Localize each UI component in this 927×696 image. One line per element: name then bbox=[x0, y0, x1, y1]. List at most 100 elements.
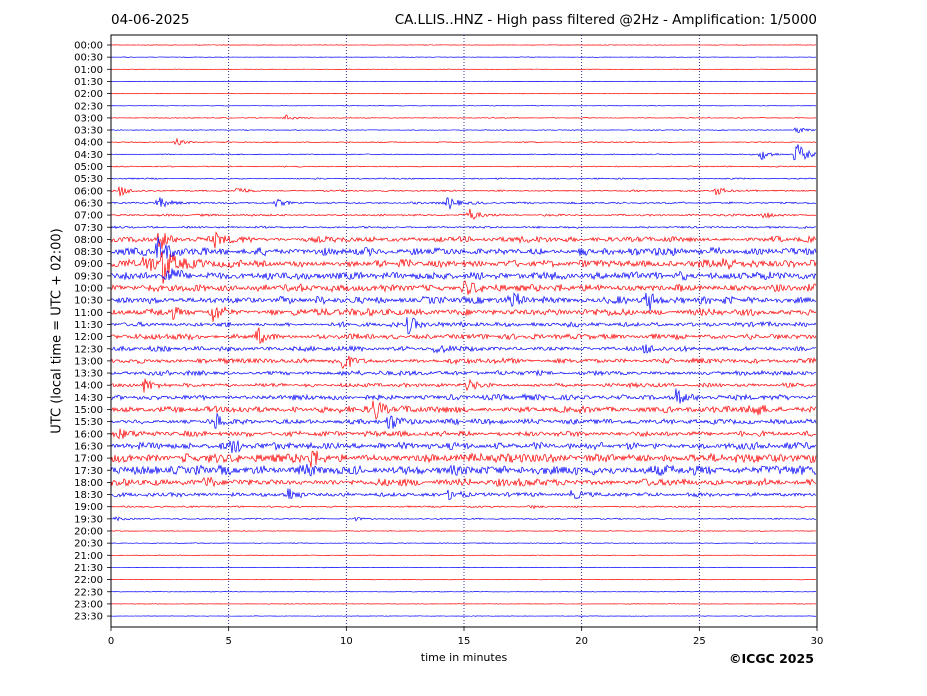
trace-0300 bbox=[111, 114, 817, 120]
y-tick-label: 08:30 bbox=[74, 247, 103, 258]
y-tick-label: 12:30 bbox=[74, 344, 103, 355]
y-tick-label: 22:30 bbox=[74, 587, 103, 598]
trace-0100 bbox=[111, 68, 817, 70]
trace-0530 bbox=[111, 177, 817, 180]
trace-0600 bbox=[111, 186, 817, 197]
x-tick-label: 10 bbox=[340, 636, 353, 647]
x-tick-label: 15 bbox=[458, 636, 471, 647]
y-tick-label: 10:30 bbox=[74, 296, 103, 307]
trace-1630 bbox=[111, 440, 817, 454]
y-tick-label: 02:30 bbox=[74, 101, 103, 112]
plot-frame bbox=[110, 34, 818, 628]
trace-0700 bbox=[111, 208, 817, 220]
trace-2330 bbox=[111, 615, 817, 617]
y-tick-label: 19:30 bbox=[74, 514, 103, 525]
y-tick-label: 00:00 bbox=[74, 41, 103, 52]
trace-2300 bbox=[111, 603, 817, 605]
trace-1230 bbox=[111, 344, 817, 354]
y-tick-label: 01:30 bbox=[74, 77, 103, 88]
x-axis-ticks: 0 5 10 15 20 25 30 bbox=[108, 627, 824, 647]
y-tick-label: 10:00 bbox=[74, 284, 103, 295]
y-tick-label: 05:00 bbox=[74, 162, 103, 173]
y-tick-label: 01:00 bbox=[74, 65, 103, 76]
y-tick-label: 03:00 bbox=[74, 113, 103, 124]
x-tick-label: 20 bbox=[575, 636, 588, 647]
y-tick-label: 16:00 bbox=[74, 429, 103, 440]
y-tick-label: 02:00 bbox=[74, 89, 103, 100]
y-tick-label: 14:00 bbox=[74, 381, 103, 392]
trace-1800 bbox=[111, 476, 817, 488]
y-tick-label: 09:30 bbox=[74, 271, 103, 282]
trace-0400 bbox=[111, 137, 817, 146]
seismogram-traces bbox=[111, 44, 817, 617]
trace-1030 bbox=[111, 292, 817, 312]
trace-0430 bbox=[111, 144, 817, 161]
y-tick-label: 13:30 bbox=[74, 369, 103, 380]
y-tick-label: 17:30 bbox=[74, 466, 103, 477]
y-tick-label: 03:30 bbox=[74, 126, 103, 137]
trace-1300 bbox=[111, 355, 817, 370]
trace-0630 bbox=[111, 197, 817, 211]
trace-1130 bbox=[111, 317, 817, 335]
y-tick-label: 19:00 bbox=[74, 502, 103, 513]
y-tick-label: 21:30 bbox=[74, 563, 103, 574]
x-tick-label: 30 bbox=[811, 636, 824, 647]
y-tick-label: 15:30 bbox=[74, 417, 103, 428]
trace-1330 bbox=[111, 369, 817, 377]
trace-0730 bbox=[111, 225, 817, 229]
trace-1200 bbox=[111, 327, 817, 345]
y-tick-label: 20:30 bbox=[74, 539, 103, 550]
y-tick-label: 20:00 bbox=[74, 527, 103, 538]
trace-0000 bbox=[111, 44, 817, 46]
trace-0130 bbox=[111, 80, 817, 83]
y-tick-label: 07:30 bbox=[74, 223, 103, 234]
y-tick-label: 18:30 bbox=[74, 490, 103, 501]
y-tick-label: 23:00 bbox=[74, 599, 103, 610]
y-tick-label: 22:00 bbox=[74, 575, 103, 586]
date-label: 04-06-2025 bbox=[111, 12, 190, 28]
y-tick-label: 16:30 bbox=[74, 441, 103, 452]
trace-1100 bbox=[111, 305, 817, 322]
trace-2200 bbox=[111, 578, 817, 581]
trace-1700 bbox=[111, 450, 817, 468]
trace-1930 bbox=[111, 516, 817, 522]
y-tick-label: 04:30 bbox=[74, 150, 103, 161]
trace-0200 bbox=[111, 92, 817, 95]
y-tick-label: 13:00 bbox=[74, 356, 103, 367]
trace-2230 bbox=[111, 591, 817, 593]
y-tick-label: 08:00 bbox=[74, 235, 103, 246]
trace-1000 bbox=[111, 280, 817, 295]
trace-1430 bbox=[111, 388, 817, 404]
trace-0330 bbox=[111, 127, 817, 134]
copyright-label: ©ICGC 2025 bbox=[729, 651, 814, 666]
x-gridlines bbox=[228, 35, 700, 627]
y-tick-label: 11:00 bbox=[74, 308, 103, 319]
trace-1600 bbox=[111, 428, 817, 440]
trace-0230 bbox=[111, 105, 817, 107]
y-tick-label: 07:00 bbox=[74, 211, 103, 222]
trace-1830 bbox=[111, 488, 817, 501]
trace-2130 bbox=[111, 566, 817, 569]
trace-0830 bbox=[111, 236, 817, 259]
trace-1400 bbox=[111, 378, 817, 393]
trace-1730 bbox=[111, 464, 817, 477]
y-tick-label: 12:00 bbox=[74, 332, 103, 343]
y-tick-label: 06:30 bbox=[74, 198, 103, 209]
y-tick-label: 15:00 bbox=[74, 405, 103, 416]
chart-title: CA.LLIS..HNZ - High pass filtered @2Hz -… bbox=[394, 12, 817, 28]
y-tick-label: 09:00 bbox=[74, 259, 103, 270]
trace-1500 bbox=[111, 400, 817, 420]
trace-0030 bbox=[111, 56, 817, 58]
y-tick-label: 11:30 bbox=[74, 320, 103, 331]
x-tick-label: 0 bbox=[108, 636, 114, 647]
x-axis-label: time in minutes bbox=[420, 651, 508, 664]
y-tick-label: 21:00 bbox=[74, 551, 103, 562]
trace-2100 bbox=[111, 554, 817, 556]
trace-2000 bbox=[111, 530, 817, 532]
y-tick-label: 06:00 bbox=[74, 186, 103, 197]
trace-0800 bbox=[111, 231, 817, 250]
x-tick-label: 5 bbox=[225, 636, 231, 647]
x-tick-label: 25 bbox=[693, 636, 706, 647]
